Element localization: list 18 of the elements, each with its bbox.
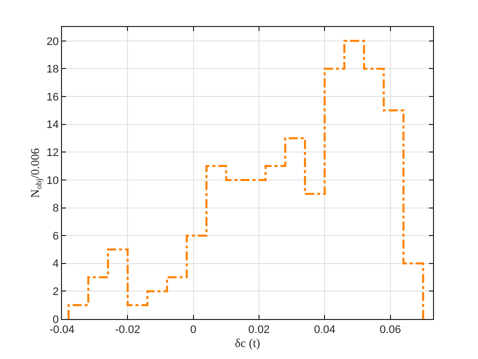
x-tick-label: 0 xyxy=(190,324,196,336)
x-axis-title: δc (t) xyxy=(234,336,260,350)
x-tick-label: 0.06 xyxy=(380,324,402,336)
y-tick-label: 14 xyxy=(46,119,59,132)
y-tick-label: 4 xyxy=(52,258,59,270)
y-tick-label: 0 xyxy=(52,314,59,326)
x-tick-label: -0.04 xyxy=(49,324,75,336)
y-tick-label: 18 xyxy=(46,64,59,76)
x-tick-label: 0.02 xyxy=(248,324,270,336)
x-tick-label: 0.04 xyxy=(314,324,336,336)
y-tick-label: 2 xyxy=(52,286,59,298)
y-tick-label: 12 xyxy=(46,146,59,159)
x-tick-label: -0.02 xyxy=(115,324,140,336)
y-tick-label: 8 xyxy=(52,202,59,215)
y-tick-label: 20 xyxy=(46,36,59,48)
y-tick-label: 6 xyxy=(52,230,59,242)
y-tick-label: 10 xyxy=(46,174,59,187)
y-tick-label: 16 xyxy=(46,91,59,104)
